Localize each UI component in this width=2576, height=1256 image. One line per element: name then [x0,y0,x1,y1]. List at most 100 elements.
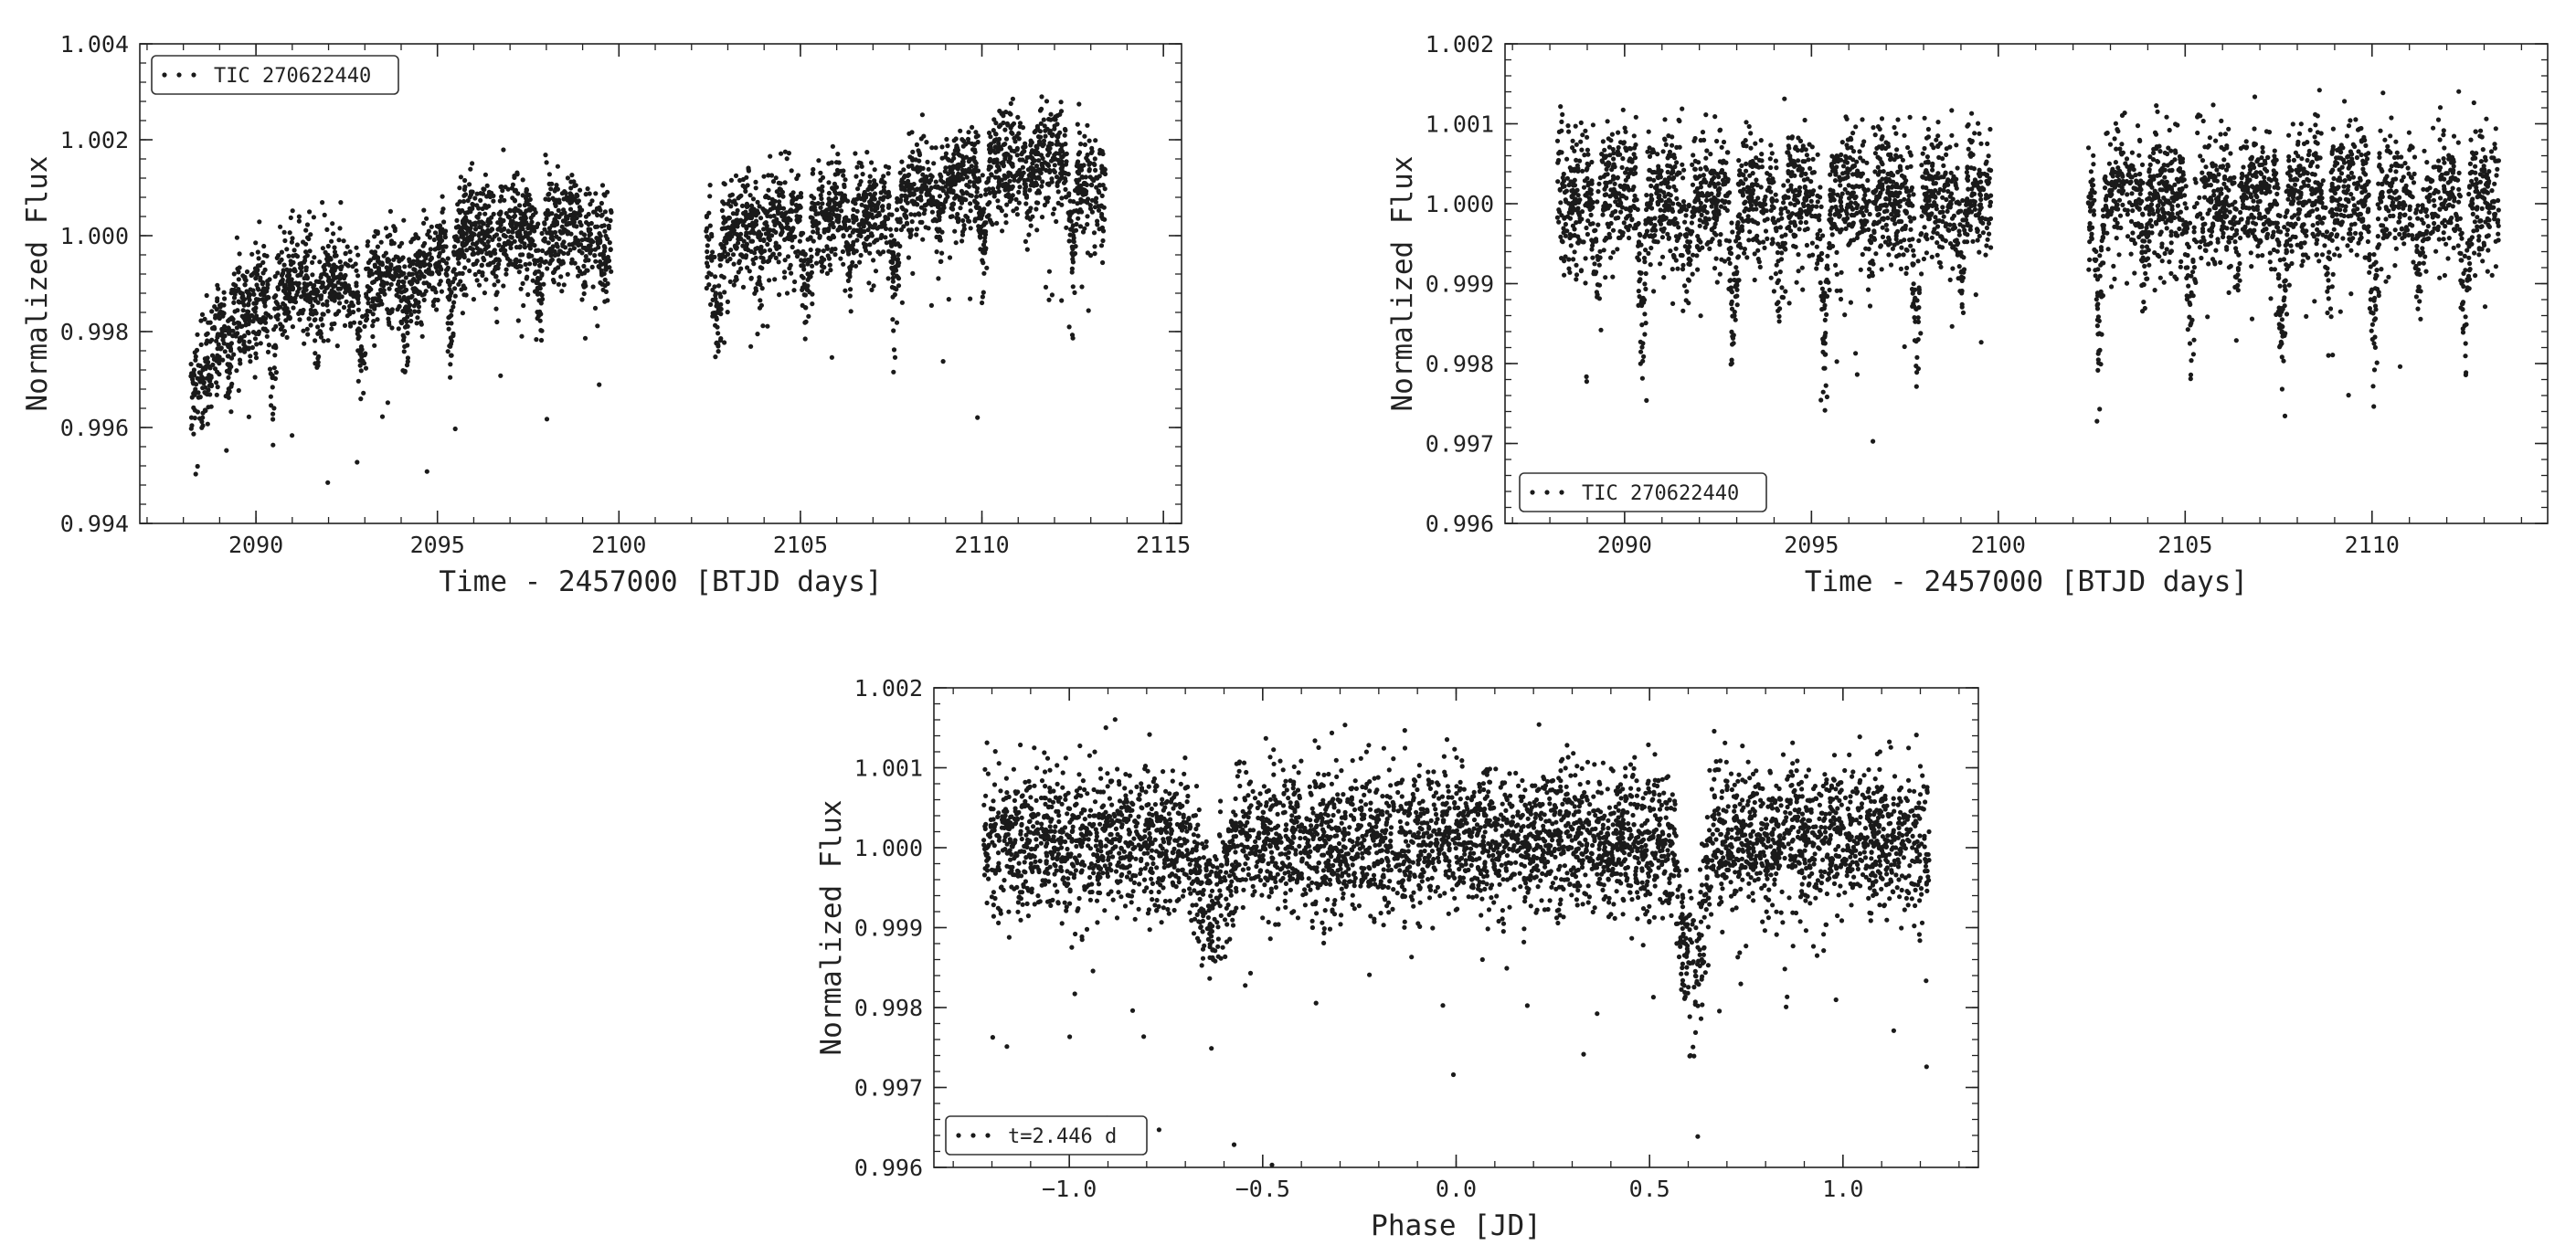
data-point [370,333,376,340]
data-point [1005,185,1011,191]
data-point [1818,397,1824,403]
data-point [298,263,303,269]
data-point [858,221,864,227]
data-point [482,172,489,177]
data-point [534,337,539,343]
data-point [779,229,785,235]
data-point [1743,176,1748,182]
data-point [1001,163,1006,168]
data-point [928,302,935,308]
data-point [1892,242,1897,248]
data-point [1610,146,1616,153]
data-point [557,258,562,263]
data-point [1020,150,1025,155]
data-point [511,226,516,232]
data-point [996,141,1002,146]
data-point [990,186,996,192]
data-point [938,210,943,216]
data-point [496,237,502,242]
data-point [242,282,248,288]
data-point [555,164,561,169]
data-point [355,300,361,305]
data-point [238,290,244,296]
data-point [707,194,713,199]
data-point [991,194,997,199]
data-point [951,152,957,157]
data-point [895,241,901,247]
data-point [1893,233,1899,238]
data-point [515,318,521,323]
data-point [938,174,944,179]
data-point [1858,155,1863,161]
data-point [1571,257,1576,262]
data-point [1871,438,1876,444]
data-point [449,312,454,318]
data-point [1754,233,1760,238]
data-point [368,268,374,273]
data-point [855,186,861,192]
data-point [960,191,966,196]
data-point [894,207,900,213]
data-point [557,248,563,254]
data-point [258,263,263,269]
data-point [975,139,981,145]
data-point [1063,142,1068,147]
data-point [467,268,472,274]
data-point [882,222,887,227]
data-point [210,362,216,367]
data-point [387,208,393,214]
data-point [456,224,461,229]
data-point [514,245,520,250]
data-point [719,226,725,232]
data-point [436,242,442,248]
data-point [199,374,205,379]
data-point [940,359,946,364]
data-point [914,227,920,232]
data-point [496,242,502,248]
data-point [1779,294,1785,300]
data-point [188,362,194,367]
data-point [777,199,782,205]
data-point [286,310,292,315]
data-point [487,194,493,200]
data-point [809,206,814,212]
data-point [407,272,412,278]
data-point [553,203,558,208]
data-point [435,297,440,303]
data-point [455,237,461,242]
data-point [890,270,896,276]
data-point [204,332,209,337]
data-point [237,251,242,257]
data-point [290,324,295,330]
data-point [556,207,561,213]
data-point [1017,176,1023,182]
data-point [934,249,939,255]
data-point [867,192,873,197]
data-point [209,353,216,358]
data-point [561,282,567,288]
data-point [1035,134,1042,140]
data-point [456,260,461,266]
data-point [535,221,541,227]
data-point [1038,142,1044,147]
data-point [815,201,821,206]
data-point [748,343,754,349]
data-point [507,208,513,214]
data-point [364,318,369,323]
data-point [405,355,410,361]
data-point [440,194,445,199]
data-point [535,291,541,297]
data-point [978,207,983,213]
data-point [1076,216,1081,221]
data-point [734,246,739,251]
data-point [337,259,343,265]
data-point [1028,142,1034,148]
data-point [412,267,418,272]
data-point [578,219,583,225]
data-point [1010,96,1015,101]
data-point [1016,136,1022,142]
data-point [579,250,585,256]
data-point [782,149,789,154]
data-point [394,287,399,292]
